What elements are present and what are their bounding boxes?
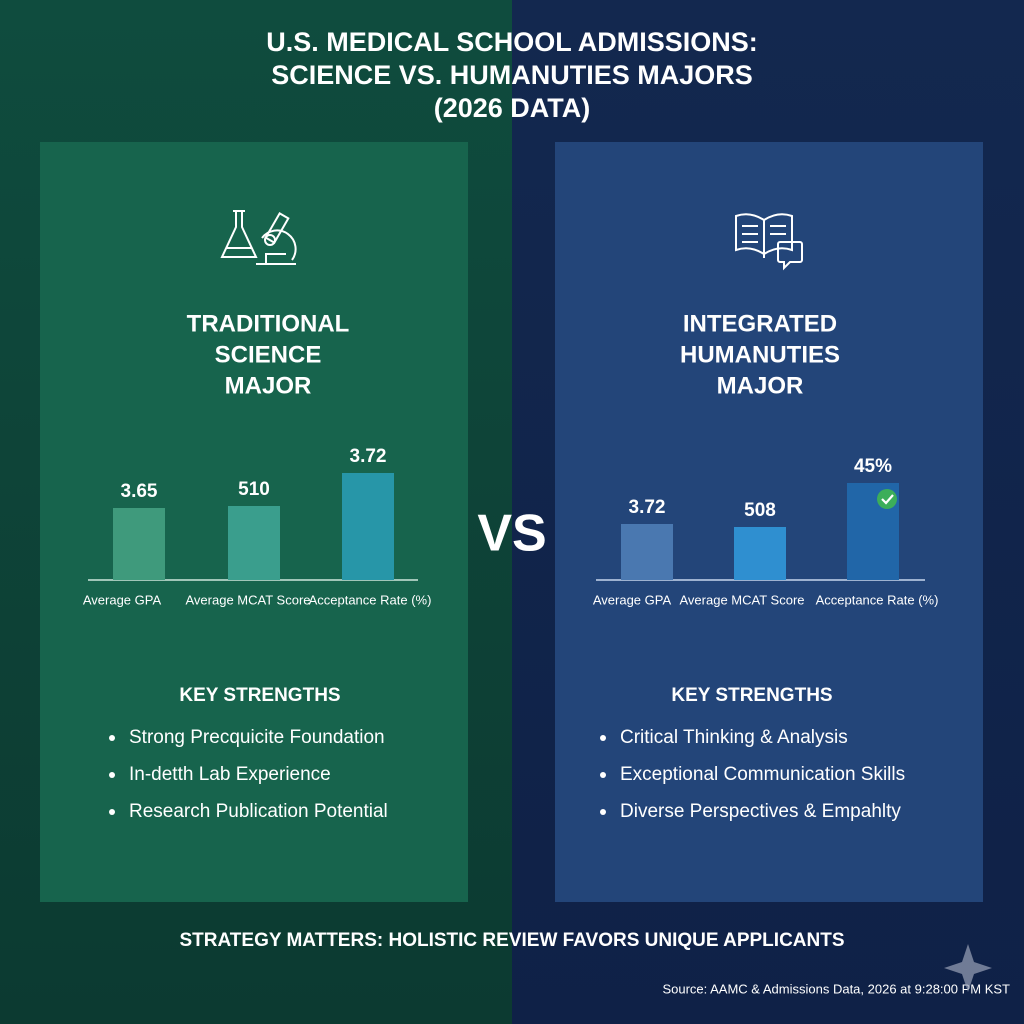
bar-value-label: 3.72	[629, 497, 666, 518]
category-label: Average MCAT Score	[186, 592, 311, 607]
sparkle-icon	[944, 944, 992, 992]
strengths-title: KEY STRENGTHS	[179, 685, 340, 706]
category-label: Average MCAT Score	[680, 592, 805, 607]
bullet	[109, 809, 115, 815]
strength-item: Diverse Perspectives & Empahlty	[620, 801, 901, 822]
strength-item: Critical Thinking & Analysis	[620, 727, 848, 748]
bar	[228, 506, 280, 580]
vs-label: VS	[477, 505, 546, 563]
category-label: Acceptance Rate (%)	[309, 592, 432, 607]
title-line: (2026 DATA)	[434, 93, 591, 123]
category-label: Average GPA	[83, 592, 162, 607]
humanities-panel	[555, 142, 983, 902]
strength-item: Exceptional Communication Skills	[620, 764, 905, 785]
title-line: U.S. MEDICAL SCHOOL ADMISSIONS:	[266, 27, 758, 57]
panel-heading: HUMANUTIES	[680, 341, 840, 368]
bar	[621, 524, 673, 580]
bullet	[600, 772, 606, 778]
panel-heading: MAJOR	[717, 372, 804, 399]
humanities-icon	[735, 213, 803, 271]
bar-value-label: 510	[238, 479, 270, 500]
bullet	[109, 772, 115, 778]
strength-item: In-detth Lab Experience	[129, 764, 331, 785]
panel-heading: INTEGRATED	[683, 310, 837, 337]
category-label: Acceptance Rate (%)	[816, 592, 939, 607]
bar	[734, 527, 786, 580]
panel-heading: TRADITIONAL	[187, 310, 350, 337]
bar-value-label: 45%	[854, 456, 892, 477]
check-badge	[877, 489, 897, 509]
category-label: Average GPA	[593, 592, 672, 607]
panel-heading: SCIENCE	[215, 341, 322, 368]
title-line: SCIENCE VS. HUMANUTIES MAJORS	[271, 60, 753, 90]
panel-heading: MAJOR	[225, 372, 312, 399]
bar-value-label: 3.72	[350, 446, 387, 467]
footer: STRATEGY MATTERS: HOLISTIC REVIEW FAVORS…	[179, 930, 844, 951]
bar-value-label: 3.65	[121, 481, 158, 502]
bullet	[600, 809, 606, 815]
source: Source: AAMC & Admissions Data, 2026 at …	[662, 981, 1010, 996]
strength-item: Strong Precquicite Foundation	[129, 727, 385, 748]
strength-item: Research Publication Potential	[129, 801, 388, 822]
bar-value-label: 508	[744, 500, 776, 521]
science-icon	[220, 210, 297, 265]
bullet	[600, 735, 606, 741]
strengths-title: KEY STRENGTHS	[671, 685, 832, 706]
bar	[342, 473, 394, 580]
bullet	[109, 735, 115, 741]
check-mark	[881, 494, 894, 505]
bar	[113, 508, 165, 580]
